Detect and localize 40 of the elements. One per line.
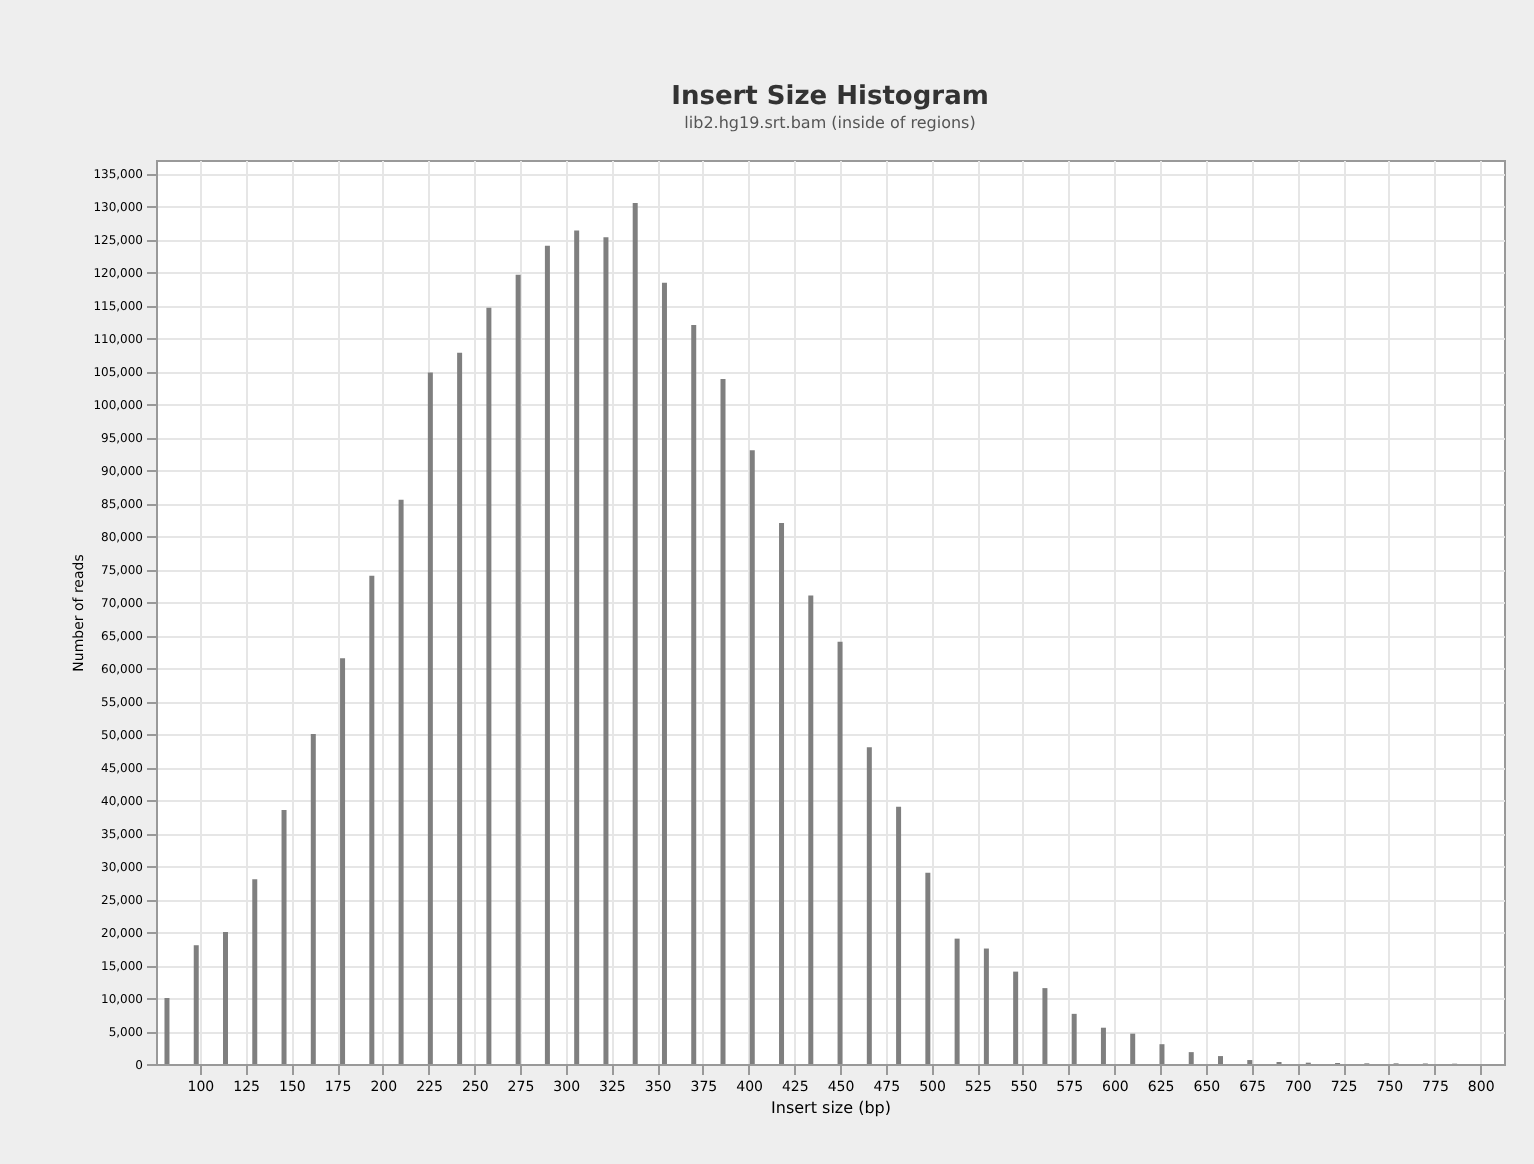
bar <box>1100 1027 1106 1064</box>
bar <box>1188 1052 1194 1064</box>
bar <box>983 948 989 1064</box>
bar <box>1159 1044 1165 1064</box>
bar <box>837 641 843 1064</box>
bar <box>164 998 170 1064</box>
bar <box>193 945 199 1064</box>
bar <box>310 734 316 1064</box>
bar <box>427 372 433 1064</box>
bar <box>1071 1013 1077 1064</box>
chart-title: Insert Size Histogram <box>671 82 989 112</box>
bar <box>632 202 638 1064</box>
bar <box>954 938 960 1064</box>
bar <box>661 282 667 1064</box>
bar <box>1218 1056 1223 1064</box>
chart-subtitle: lib2.hg19.srt.bam (inside of regions) <box>684 114 976 132</box>
bar <box>1130 1033 1136 1064</box>
bar <box>486 307 492 1064</box>
bar <box>1013 971 1019 1064</box>
bar <box>896 806 902 1064</box>
bar <box>457 352 463 1064</box>
bar <box>252 879 258 1064</box>
bar <box>369 575 375 1064</box>
bar <box>720 379 726 1064</box>
bar <box>779 522 785 1064</box>
bar <box>340 658 346 1064</box>
x-axis-title: Insert size (bp) <box>771 1099 891 1117</box>
bar <box>749 450 755 1064</box>
bar <box>223 932 228 1064</box>
bar <box>1042 988 1048 1064</box>
bar <box>691 324 697 1064</box>
bar <box>281 809 287 1064</box>
bar <box>808 595 814 1064</box>
bar <box>515 274 521 1064</box>
bar <box>544 245 550 1064</box>
bar <box>925 872 931 1064</box>
bar <box>603 237 609 1064</box>
bar <box>398 499 404 1064</box>
bar <box>866 747 872 1064</box>
bar <box>574 230 580 1064</box>
